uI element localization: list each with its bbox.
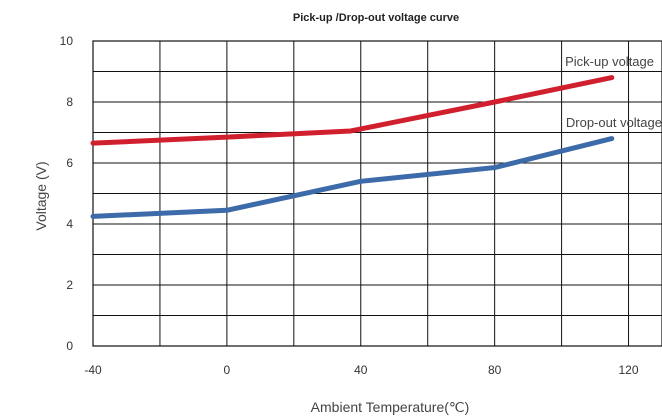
x-tick-label: 80: [488, 363, 502, 377]
series-label-pick-up: Pick-up voltage: [565, 54, 654, 69]
y-tick-label: 2: [66, 278, 73, 292]
tick-labels: -40 0 40 80 120 0 2 4 6 8 10: [60, 34, 639, 377]
x-axis-label: Ambient Temperature(℃): [311, 399, 470, 415]
series-line-drop-out: [90, 136, 615, 219]
plot-frame: [92, 40, 662, 347]
y-tick-label: 0: [66, 339, 73, 353]
y-tick-label: 8: [66, 95, 73, 109]
y-axis-label: Voltage (V): [33, 161, 49, 230]
y-tick-label: 10: [60, 34, 74, 48]
grid: [92, 40, 662, 347]
x-tick-label: 120: [619, 363, 639, 377]
series-lines: [90, 75, 615, 219]
x-tick-label: 0: [224, 363, 231, 377]
series-label-drop-out: Drop-out voltage: [566, 115, 662, 130]
chart-title: Pick-up /Drop-out voltage curve: [293, 12, 459, 24]
series-line-pick-up: [90, 75, 615, 146]
x-tick-label: 40: [354, 363, 368, 377]
y-tick-label: 4: [66, 217, 73, 231]
y-tick-label: 6: [66, 156, 73, 170]
series-labels: Pick-up voltage Drop-out voltage: [565, 54, 662, 130]
x-tick-label: -40: [84, 363, 102, 377]
